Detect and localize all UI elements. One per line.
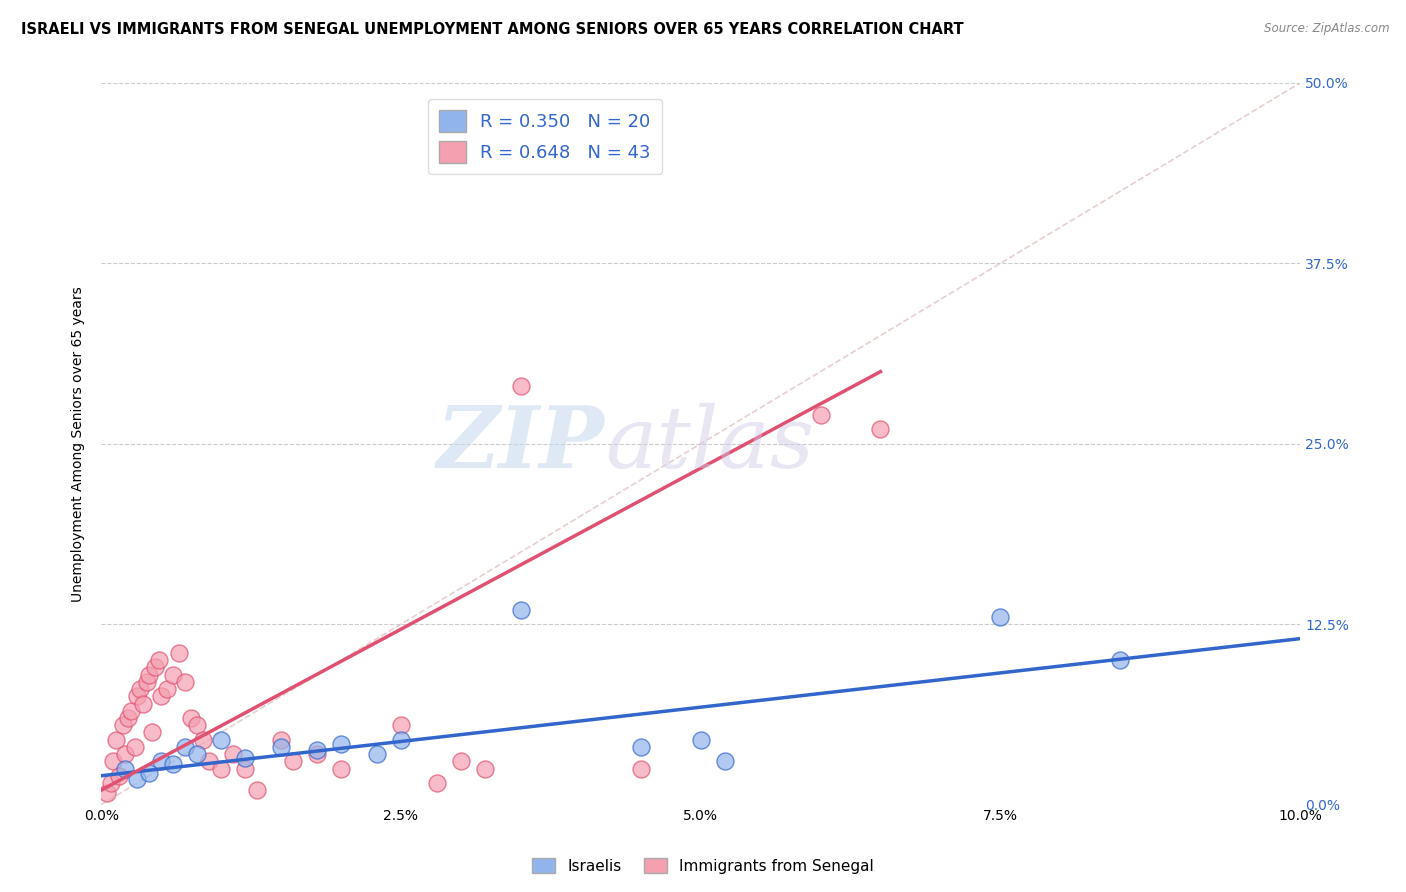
Point bbox=[305, 743, 328, 757]
Point bbox=[156, 682, 179, 697]
Point bbox=[209, 762, 232, 776]
Text: Source: ZipAtlas.com: Source: ZipAtlas.com bbox=[1264, 22, 1389, 36]
Point bbox=[162, 757, 184, 772]
Point bbox=[509, 379, 531, 393]
Point bbox=[305, 747, 328, 761]
Point bbox=[103, 754, 125, 768]
Point bbox=[270, 732, 292, 747]
Point bbox=[209, 732, 232, 747]
Point bbox=[330, 737, 353, 751]
Point bbox=[138, 667, 160, 681]
Point bbox=[330, 762, 353, 776]
Point bbox=[127, 772, 149, 786]
Text: atlas: atlas bbox=[605, 402, 814, 485]
Point bbox=[124, 739, 146, 754]
Point bbox=[246, 783, 269, 797]
Point bbox=[630, 762, 652, 776]
Point bbox=[148, 653, 170, 667]
Point bbox=[141, 725, 163, 739]
Point bbox=[132, 697, 155, 711]
Point bbox=[281, 754, 304, 768]
Point bbox=[174, 739, 197, 754]
Point bbox=[389, 732, 412, 747]
Text: ZIP: ZIP bbox=[437, 402, 605, 485]
Point bbox=[128, 682, 150, 697]
Point bbox=[117, 711, 139, 725]
Legend: Israelis, Immigrants from Senegal: Israelis, Immigrants from Senegal bbox=[526, 852, 880, 880]
Point bbox=[270, 739, 292, 754]
Point bbox=[1109, 653, 1132, 667]
Point bbox=[135, 674, 157, 689]
Legend: R = 0.350   N = 20, R = 0.648   N = 43: R = 0.350 N = 20, R = 0.648 N = 43 bbox=[427, 99, 662, 174]
Point bbox=[150, 754, 173, 768]
Point bbox=[810, 408, 832, 422]
Point bbox=[108, 769, 131, 783]
Point bbox=[366, 747, 388, 761]
Point bbox=[222, 747, 245, 761]
Y-axis label: Unemployment Among Seniors over 65 years: Unemployment Among Seniors over 65 years bbox=[72, 286, 86, 602]
Point bbox=[120, 704, 142, 718]
Point bbox=[630, 739, 652, 754]
Point bbox=[127, 690, 149, 704]
Point bbox=[186, 747, 208, 761]
Point bbox=[180, 711, 202, 725]
Point bbox=[114, 762, 136, 776]
Point bbox=[104, 732, 127, 747]
Point bbox=[389, 718, 412, 732]
Point bbox=[474, 762, 496, 776]
Text: ISRAELI VS IMMIGRANTS FROM SENEGAL UNEMPLOYMENT AMONG SENIORS OVER 65 YEARS CORR: ISRAELI VS IMMIGRANTS FROM SENEGAL UNEMP… bbox=[21, 22, 963, 37]
Point bbox=[233, 762, 256, 776]
Point bbox=[198, 754, 221, 768]
Point bbox=[509, 603, 531, 617]
Point bbox=[167, 646, 190, 660]
Point bbox=[426, 776, 449, 790]
Point bbox=[150, 690, 173, 704]
Point bbox=[138, 765, 160, 780]
Point bbox=[191, 732, 214, 747]
Point bbox=[100, 776, 122, 790]
Point bbox=[713, 754, 735, 768]
Point bbox=[111, 718, 134, 732]
Point bbox=[162, 667, 184, 681]
Point bbox=[233, 751, 256, 765]
Point bbox=[450, 754, 472, 768]
Point bbox=[174, 674, 197, 689]
Point bbox=[186, 718, 208, 732]
Point bbox=[143, 660, 166, 674]
Point bbox=[869, 422, 891, 436]
Point bbox=[114, 747, 136, 761]
Point bbox=[689, 732, 711, 747]
Point bbox=[96, 786, 118, 800]
Point bbox=[988, 610, 1011, 624]
